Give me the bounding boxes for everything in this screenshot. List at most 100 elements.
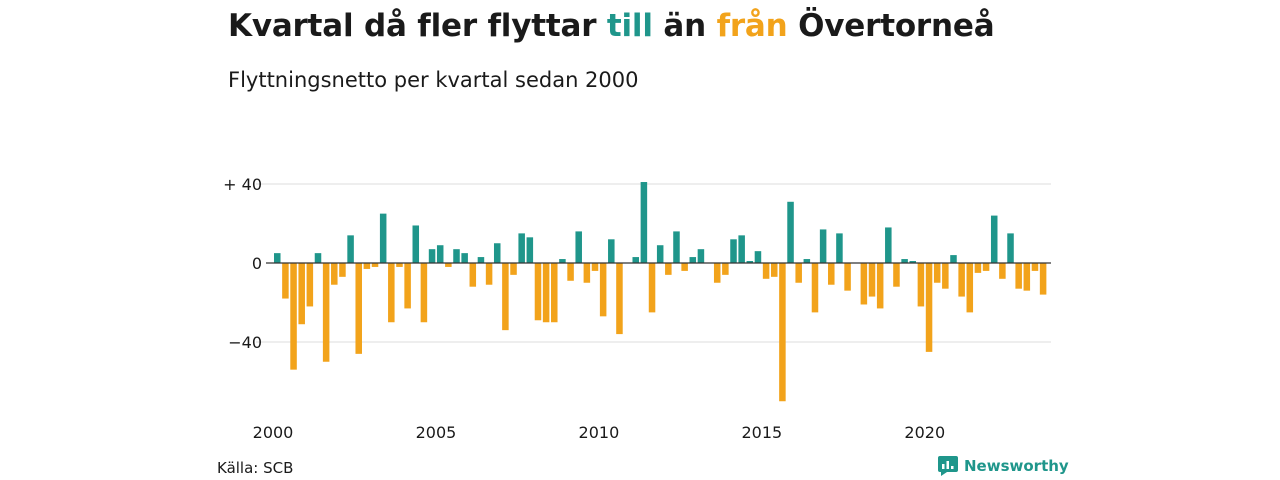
bar-2015Q2[interactable] (770, 263, 778, 277)
newsworthy-logo[interactable]: Newsworthy (938, 456, 1069, 476)
brand-name: Newsworthy (964, 457, 1069, 475)
bar-2007Q2[interactable] (510, 263, 517, 275)
bar-2016Q2[interactable] (803, 259, 811, 263)
bar-2022Q2[interactable] (999, 263, 1006, 279)
bar-2020Q2[interactable] (933, 263, 941, 283)
bar-2007Q3[interactable] (518, 233, 525, 264)
bar-2005Q1[interactable] (436, 245, 444, 263)
bar-2003Q2[interactable] (379, 213, 387, 264)
bar-2001Q1[interactable] (306, 263, 314, 307)
bar-2012Q2[interactable] (673, 231, 680, 263)
bar-2009Q3[interactable] (583, 263, 591, 283)
bar-2017Q2[interactable] (836, 233, 843, 264)
bar-2006Q4[interactable] (493, 243, 501, 263)
bar-2022Q1[interactable] (990, 215, 998, 263)
bar-2012Q1[interactable] (665, 263, 672, 275)
bar-2008Q4[interactable] (559, 259, 566, 263)
bar-2002Q4[interactable] (363, 263, 371, 269)
bar-2018Q2[interactable] (868, 263, 876, 297)
bar-2014Q1[interactable] (730, 239, 737, 263)
bar-2009Q1[interactable] (567, 263, 574, 281)
bar-2020Q1[interactable] (925, 263, 933, 352)
bar-2021Q4[interactable] (982, 263, 990, 271)
bar-2000Q4[interactable] (298, 263, 305, 325)
bar-2022Q4[interactable] (1015, 263, 1022, 289)
bar-2007Q4[interactable] (526, 237, 534, 263)
bar-2021Q2[interactable] (966, 263, 974, 313)
bar-2011Q3[interactable] (648, 263, 656, 313)
bar-2018Q4[interactable] (885, 227, 892, 263)
title-part-3: än (652, 8, 717, 44)
bar-2013Q3[interactable] (713, 263, 721, 283)
bar-2000Q2[interactable] (282, 263, 289, 299)
bar-2020Q3[interactable] (942, 263, 949, 289)
bar-2003Q4[interactable] (396, 263, 403, 267)
bar-2014Q2[interactable] (738, 235, 745, 263)
bar-2002Q1[interactable] (339, 263, 346, 277)
bar-2022Q3[interactable] (1007, 233, 1014, 264)
bar-2011Q2[interactable] (640, 182, 648, 263)
title-word-till: till (606, 8, 653, 44)
bar-2012Q4[interactable] (689, 257, 697, 263)
bar-2010Q2[interactable] (608, 239, 615, 263)
y-tick-label: −40 (228, 333, 262, 352)
bar-2004Q1[interactable] (404, 263, 411, 309)
bar-2006Q1[interactable] (469, 263, 477, 287)
bar-2019Q4[interactable] (917, 263, 925, 307)
bar-2007Q1[interactable] (502, 263, 509, 331)
bar-2006Q2[interactable] (477, 257, 485, 263)
bar-2002Q3[interactable] (355, 263, 362, 354)
bar-2010Q1[interactable] (599, 263, 607, 317)
bar-2014Q3[interactable] (746, 261, 754, 263)
bar-2016Q3[interactable] (811, 263, 819, 313)
bar-2005Q2[interactable] (445, 263, 452, 267)
bar-2011Q4[interactable] (656, 245, 664, 263)
bar-2005Q4[interactable] (461, 253, 468, 264)
bar-2015Q1[interactable] (762, 263, 770, 279)
bar-2000Q1[interactable] (274, 253, 281, 264)
bar-2001Q3[interactable] (322, 263, 330, 362)
title-word-fran: från (716, 8, 788, 44)
bar-2009Q4[interactable] (591, 263, 599, 271)
bar-undefined[interactable] (1031, 263, 1039, 271)
bar-2014Q4[interactable] (754, 251, 762, 263)
bar-2001Q4[interactable] (331, 263, 338, 285)
bar-undefined[interactable] (1023, 263, 1031, 291)
bar-2015Q3[interactable] (779, 263, 786, 402)
bar-2000Q3[interactable] (290, 263, 297, 370)
bar-2001Q2[interactable] (314, 253, 322, 264)
bar-2003Q3[interactable] (388, 263, 395, 323)
bar-2008Q1[interactable] (534, 263, 542, 321)
title-part-5: Övertorneå (787, 8, 995, 44)
bar-2002Q2[interactable] (347, 235, 354, 263)
bar-2013Q1[interactable] (697, 249, 705, 264)
bar-2006Q3[interactable] (485, 263, 493, 285)
bar-2009Q2[interactable] (575, 231, 582, 263)
bar-2012Q3[interactable] (681, 263, 688, 271)
bar-undefined[interactable] (1039, 263, 1047, 295)
bar-2015Q4[interactable] (787, 201, 794, 264)
bar-2018Q1[interactable] (860, 263, 868, 305)
bar-2016Q4[interactable] (819, 229, 827, 264)
bar-2020Q4[interactable] (950, 255, 957, 263)
bar-2004Q3[interactable] (420, 263, 428, 323)
bar-2021Q3[interactable] (974, 263, 982, 273)
bar-2008Q2[interactable] (542, 263, 550, 323)
bar-2017Q1[interactable] (828, 263, 835, 285)
bar-2019Q2[interactable] (901, 259, 908, 263)
bar-2010Q3[interactable] (616, 263, 623, 335)
bar-2016Q1[interactable] (795, 263, 802, 283)
bar-2021Q1[interactable] (958, 263, 965, 297)
bar-2019Q3[interactable] (909, 261, 917, 263)
bar-2005Q3[interactable] (453, 249, 460, 264)
bar-2004Q4[interactable] (428, 249, 436, 264)
bar-2011Q1[interactable] (632, 257, 639, 263)
x-tick-label: 2000 (253, 423, 294, 442)
bar-2008Q3[interactable] (551, 263, 558, 323)
bar-2004Q2[interactable] (412, 225, 420, 263)
bar-2017Q3[interactable] (844, 263, 851, 291)
bar-2013Q4[interactable] (722, 263, 729, 275)
bar-2003Q1[interactable] (371, 263, 379, 267)
bar-2019Q1[interactable] (893, 263, 900, 287)
bar-2018Q3[interactable] (876, 263, 884, 309)
